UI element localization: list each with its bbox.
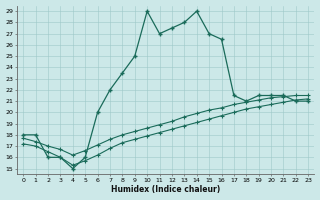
X-axis label: Humidex (Indice chaleur): Humidex (Indice chaleur) xyxy=(111,185,220,194)
